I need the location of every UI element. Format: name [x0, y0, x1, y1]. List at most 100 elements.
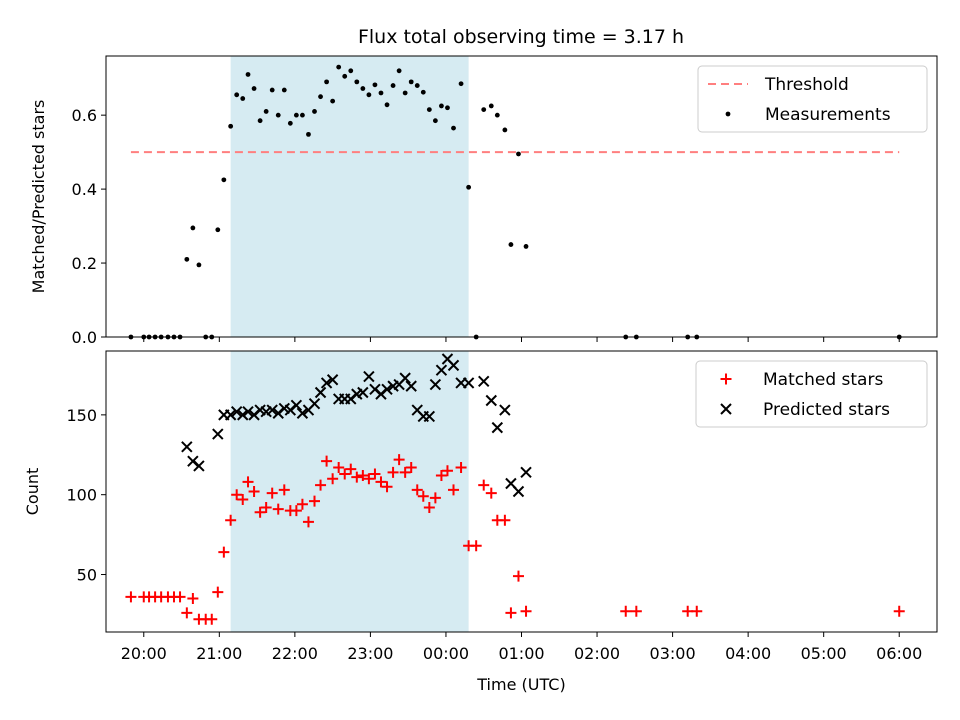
measurement-point	[245, 72, 251, 77]
legend-entry: Matched stars	[763, 370, 883, 390]
legend-matched-swatch	[720, 373, 732, 385]
x-tick-label: 22:00	[272, 644, 318, 663]
matched-star-point	[212, 586, 224, 598]
predicted-star-point	[224, 409, 237, 421]
measurement-point	[384, 102, 390, 108]
measurement-point	[458, 81, 464, 87]
matched-star-point	[272, 503, 284, 515]
measurement-point	[488, 103, 494, 109]
x-tick-label: 05:00	[801, 644, 847, 663]
predicted-star-point	[230, 405, 243, 418]
matched-star-point	[290, 505, 302, 517]
predicted-star-point	[491, 421, 504, 434]
predicted-star-point	[320, 377, 333, 389]
measurement-point	[432, 118, 438, 124]
measurement-point	[366, 92, 372, 98]
predicted-star-point	[435, 364, 448, 376]
measurement-point	[190, 225, 196, 231]
measurement-point	[390, 83, 396, 88]
measurement-point	[378, 90, 384, 96]
y-tick-label: 0.2	[72, 254, 97, 273]
matched-star-point	[393, 454, 405, 466]
measurement-point	[342, 73, 348, 79]
measurement-point	[396, 68, 402, 74]
matched-star-point	[478, 479, 490, 491]
measurement-point	[481, 107, 487, 113]
matched-star-point	[441, 465, 453, 477]
legend-box	[697, 65, 928, 133]
predicted-star-point	[478, 375, 490, 388]
legend-measurement-swatch	[725, 111, 731, 117]
predicted-star-point	[296, 407, 309, 419]
matched-star-point	[333, 462, 345, 474]
predicted-star-point	[237, 409, 249, 421]
shaded-observing-span	[230, 351, 469, 632]
shaded-observing-span	[230, 56, 469, 337]
measurement-point	[318, 94, 323, 100]
matched-star-point	[327, 473, 339, 485]
x-tick-label: 04:00	[725, 644, 771, 663]
predicted-star-point	[485, 394, 497, 407]
x-tick-label: 21:00	[196, 644, 242, 663]
predicted-star-point	[447, 359, 460, 372]
measurement-point	[354, 79, 360, 85]
y-axis-title: Matched/Predicted stars	[29, 100, 48, 294]
matched-star-point	[206, 613, 218, 625]
measurement-point	[251, 86, 257, 91]
matched-star-point	[435, 470, 447, 482]
measurement-point	[523, 244, 529, 249]
matched-star-point	[302, 516, 314, 528]
matched-star-point	[448, 484, 460, 496]
measurement-point	[215, 227, 221, 233]
measurement-point	[439, 103, 444, 109]
measurement-point	[263, 109, 269, 114]
measurement-point	[420, 89, 426, 95]
matched-star-point	[231, 489, 243, 501]
predicted-star-point	[499, 404, 511, 416]
measurement-point	[372, 82, 378, 88]
y-tick-label: 0.6	[72, 106, 97, 125]
measurement-point	[300, 112, 305, 118]
measurement-point	[275, 112, 281, 118]
measurement-point	[336, 64, 342, 70]
measurement-point	[445, 105, 450, 111]
predicted-star-point	[290, 399, 303, 411]
matched-star-point	[417, 490, 429, 502]
matched-star-point	[423, 501, 435, 513]
predicted-star-point	[399, 372, 411, 384]
predicted-star-point	[520, 466, 532, 479]
x-tick-label: 20:00	[121, 644, 167, 663]
measurement-point	[306, 131, 311, 137]
predicted-star-point	[429, 378, 442, 391]
predicted-star-point	[405, 380, 417, 392]
measurement-point	[516, 151, 521, 157]
matched-star-point	[520, 605, 532, 617]
x-tick-label: 00:00	[423, 644, 469, 663]
matched-star-point	[499, 514, 511, 526]
matched-star-point	[387, 466, 399, 478]
matched-star-point	[345, 463, 357, 475]
predicted-star-point	[357, 386, 369, 399]
matched-star-point	[296, 498, 308, 510]
matched-star-point	[505, 607, 517, 619]
measurement-point	[234, 92, 240, 98]
legend-predicted-swatch	[720, 403, 732, 415]
matched-star-point	[315, 479, 327, 491]
y-tick-label: 50	[77, 566, 97, 585]
measurement-point	[330, 98, 336, 104]
predicted-star-point	[266, 404, 278, 416]
predicted-star-point	[462, 377, 475, 389]
measurement-point	[494, 112, 500, 118]
chart-title: Flux total observing time = 3.17 h	[358, 26, 684, 48]
matched-star-point	[381, 481, 393, 493]
measurement-point	[426, 107, 432, 113]
matched-star-point	[225, 514, 237, 526]
measurement-point	[414, 83, 420, 88]
matched-star-point	[351, 471, 363, 483]
matched-star-point	[278, 484, 290, 496]
predicted-star-point	[381, 383, 393, 396]
legend-entry: Predicted stars	[763, 400, 890, 420]
matched-star-point	[357, 470, 369, 482]
matched-star-point	[455, 462, 467, 474]
